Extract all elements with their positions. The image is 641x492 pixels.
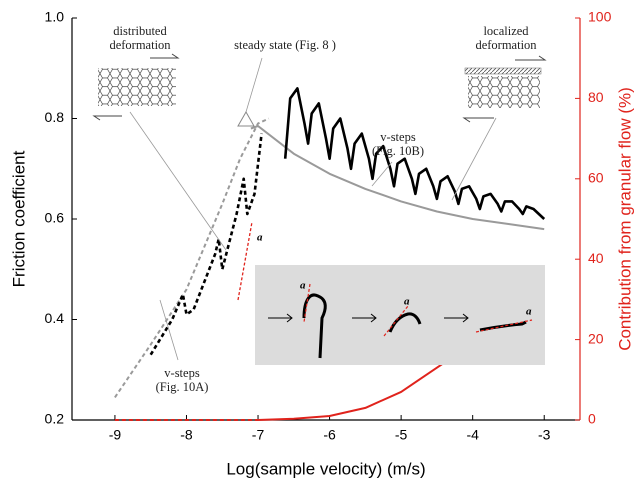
y-tick-label: 0.4	[45, 310, 65, 326]
shear-arrow	[92, 115, 122, 121]
annotation: localized	[483, 24, 529, 38]
y-axis-title: Friction coefficient	[9, 150, 28, 287]
x-tick-label: -5	[395, 427, 408, 443]
x-tick-label: -6	[323, 427, 336, 443]
shear-arrow	[515, 55, 547, 61]
tangent-line	[237, 221, 253, 301]
y2-tick-label: 60	[588, 170, 604, 186]
pointer-line	[451, 117, 497, 201]
x-tick-label: -3	[538, 427, 551, 443]
inset-arrow	[268, 313, 293, 323]
annotation: deformation	[475, 38, 537, 52]
lattice	[98, 68, 176, 106]
lattice-distributed	[92, 53, 180, 121]
shear-band	[464, 67, 542, 75]
x-tick-label: -8	[180, 427, 193, 443]
annotation: steady state (Fig. 8 )	[234, 38, 336, 52]
y-tick-label: 1.0	[45, 9, 65, 25]
inset-arrow	[444, 313, 469, 323]
x-tick-label: -4	[466, 427, 479, 443]
annotation: (Fig. 10B)	[372, 144, 424, 158]
inset-label: a	[300, 280, 306, 292]
y2-tick-label: 20	[588, 330, 604, 346]
inset-tangent	[383, 305, 409, 337]
inset-label: a	[404, 296, 410, 308]
steady-state-marker	[237, 110, 255, 127]
y-tick-label: 0.2	[45, 411, 65, 427]
pointer-line	[129, 111, 227, 251]
inset-tangent	[475, 319, 533, 333]
lattice-localized	[462, 55, 547, 123]
annotation: deformation	[109, 38, 171, 52]
y2-tick-label: 80	[588, 89, 604, 105]
x-axis-title: Log(sample velocity) (m/s)	[226, 459, 425, 478]
y2-tick-label: 40	[588, 250, 604, 266]
y-tick-label: 0.6	[45, 210, 65, 226]
plot-area: -9 -8 -7 -6 -5 -4 -3 0.2 0.4 0.6 0.8 1.0 0 20 40 60 80 10…	[45, 9, 612, 443]
inset-label: a	[526, 306, 532, 318]
y-tick-label: 0.8	[45, 109, 65, 125]
annotation: v-steps	[380, 130, 416, 144]
shear-arrow	[150, 53, 180, 59]
annotation: distributed	[113, 24, 167, 38]
tangent-label: a	[257, 232, 263, 244]
x-tick-label: -9	[109, 427, 122, 443]
y2-tick-label: 100	[588, 9, 612, 25]
inset-curve	[479, 320, 527, 332]
y2-axis-title: Contribution from granular flow (%)	[615, 87, 634, 351]
series-line	[149, 133, 263, 356]
pointer-line	[159, 299, 179, 361]
pointer-line	[371, 161, 393, 187]
series-line	[283, 87, 546, 220]
y2-tick-label: 0	[588, 411, 596, 427]
inset-curve	[302, 293, 327, 359]
lattice	[468, 76, 540, 108]
inset-background	[255, 265, 545, 365]
pointer-line	[245, 57, 263, 113]
inset-arrow	[352, 313, 377, 323]
annotation: v-steps	[164, 366, 200, 380]
x-tick-label: -7	[252, 427, 265, 443]
annotation: (Fig. 10A)	[156, 380, 209, 394]
inset-tangent	[303, 283, 311, 323]
inset: a a a	[255, 265, 545, 365]
shear-arrow	[462, 117, 494, 123]
series-line	[114, 117, 270, 398]
series-line	[250, 125, 545, 231]
